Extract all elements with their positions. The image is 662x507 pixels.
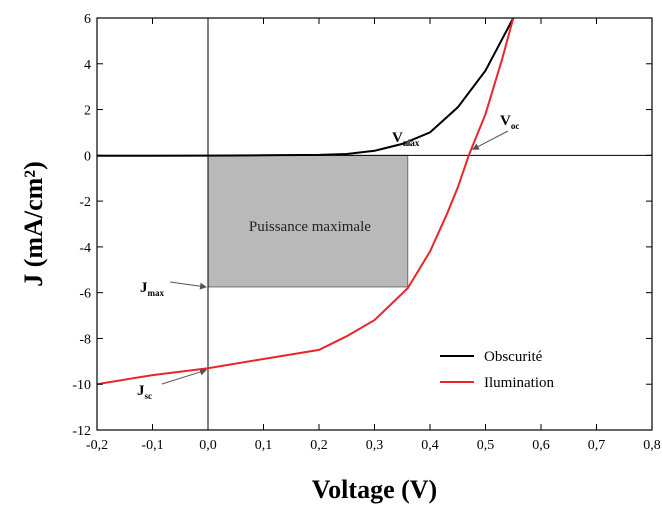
y-tick-label: -6 <box>79 287 91 302</box>
svg-text:Jsc: Jsc <box>137 383 152 401</box>
vmax-arrow <box>404 138 412 147</box>
voc-label: V <box>500 113 511 129</box>
voc-arrow <box>471 130 509 150</box>
x-axis-ticks: -0,2 -0,1 0,0 0,1 0,2 0,3 0,4 0,5 0,6 0,7 0,8 <box>86 18 661 453</box>
y-tick-label: -12 <box>72 424 91 439</box>
svg-text:Voc: Voc <box>500 113 519 131</box>
jsc-arrow <box>161 368 207 385</box>
x-axis-title: Voltage (V) <box>312 475 437 504</box>
vmax-subscript: max <box>403 138 420 148</box>
max-power-region <box>207 154 409 288</box>
y-axis-title: J (mA/cm²) <box>19 161 48 286</box>
y-tick-label: -2 <box>79 195 91 210</box>
jsc-label: J <box>137 383 145 399</box>
x-tick-label: 0,6 <box>532 438 550 453</box>
jmax-annotation: Jmax <box>140 280 164 298</box>
series-line-obscurite <box>97 17 515 157</box>
voc-annotation: Voc <box>500 113 519 131</box>
y-tick-label: 6 <box>84 12 91 27</box>
legend-label-obscurite: Obscurité <box>484 349 543 365</box>
y-tick-label: 0 <box>84 149 91 164</box>
x-tick-label: -0,2 <box>86 438 108 453</box>
y-tick-label: 4 <box>84 58 91 73</box>
voc-subscript: oc <box>511 121 520 131</box>
vmax-annotation: Vmax <box>392 130 420 148</box>
series-line-ilumination <box>96 17 515 386</box>
y-tick-label: 2 <box>84 104 91 119</box>
legend-label-ilumination: Ilumination <box>484 375 554 391</box>
jsc-annotation: Jsc <box>137 383 152 401</box>
x-tick-label: 0,0 <box>199 438 217 453</box>
x-tick-label: 0,4 <box>421 438 439 453</box>
vmax-label: V <box>392 130 403 146</box>
x-tick-label: 0,2 <box>310 438 328 453</box>
x-tick-label: -0,1 <box>141 438 163 453</box>
jmax-label: J <box>140 280 148 296</box>
max-power-label: Puissance maximale <box>249 219 371 235</box>
x-tick-label: 0,7 <box>588 438 606 453</box>
y-tick-label: -4 <box>79 241 91 256</box>
x-tick-label: 0,3 <box>366 438 384 453</box>
y-axis-ticks: -12 -10 -8 -6 -4 -2 0 2 4 6 <box>72 12 652 439</box>
jsc-subscript: sc <box>145 391 153 401</box>
y-tick-label: -8 <box>79 332 91 347</box>
legend: Obscurité Ilumination <box>440 349 554 391</box>
svg-text:Vmax: Vmax <box>392 130 420 148</box>
y-tick-label: -10 <box>72 378 91 393</box>
x-tick-label: 0,8 <box>643 438 661 453</box>
svg-text:Jmax: Jmax <box>140 280 164 298</box>
x-tick-label: 0,5 <box>477 438 495 453</box>
x-tick-label: 0,1 <box>255 438 273 453</box>
jmax-arrow <box>169 281 207 290</box>
jmax-subscript: max <box>148 288 165 298</box>
